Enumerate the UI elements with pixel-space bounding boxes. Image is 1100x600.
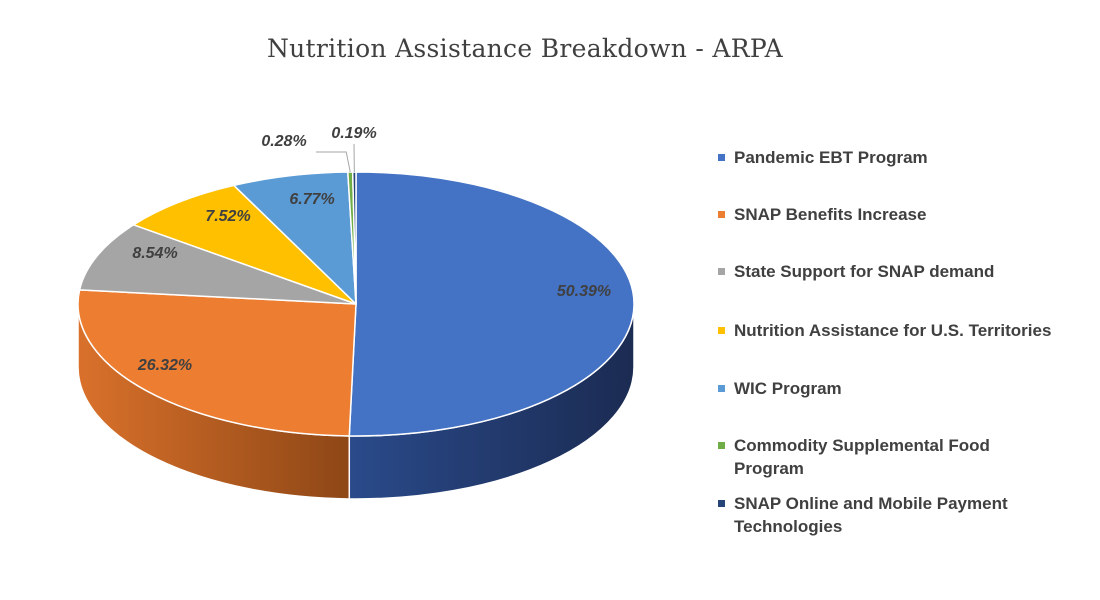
- legend-item-territories: Nutrition Assistance for U.S. Territorie…: [718, 319, 1058, 342]
- legend-swatch: [718, 385, 725, 392]
- data-label-snap-benefits-increase: 26.32%: [137, 357, 192, 374]
- chart-title: Nutrition Assistance Breakdown - ARPA: [266, 34, 784, 63]
- legend-item-state-support: State Support for SNAP demand: [718, 260, 1058, 283]
- legend-item-pandemic-ebt: Pandemic EBT Program: [718, 146, 1058, 169]
- data-label-commodity-supplemental-food-program: 0.28%: [261, 133, 306, 150]
- pie-slice-snap-benefits-increase: [77, 289, 357, 437]
- leader-line-commodity-supplemental-food-program: [316, 151, 351, 173]
- legend-item-commodity: Commodity Supplemental Food Program: [718, 434, 1058, 480]
- legend-label: Pandemic EBT Program: [734, 148, 928, 167]
- data-label-snap-online-and-mobile-payment-technologies: 0.19%: [331, 125, 376, 142]
- legend-label: Nutrition Assistance for U.S. Territorie…: [734, 321, 1052, 340]
- pie-slice-nutrition-assistance-for-u-s-territories: [132, 184, 357, 305]
- data-label-state-support-for-snap-demand: 8.54%: [132, 245, 177, 262]
- legend-swatch: [718, 327, 725, 334]
- data-label-nutrition-assistance-for-u-s-territories: 7.52%: [205, 208, 250, 225]
- legend-item-snap-benefits: SNAP Benefits Increase: [718, 203, 1058, 226]
- pie-slice-state-support-for-snap-demand: [78, 224, 357, 305]
- legend-swatch: [718, 211, 725, 218]
- legend-swatch: [718, 154, 725, 161]
- legend-label: State Support for SNAP demand: [734, 262, 995, 281]
- legend-item-wic: WIC Program: [718, 377, 1058, 400]
- legend-label: SNAP Benefits Increase: [734, 205, 927, 224]
- legend-label: Commodity Supplemental Food Program: [734, 436, 990, 478]
- pie-slice-wic-program: [233, 171, 357, 305]
- legend-swatch: [718, 442, 725, 449]
- legend-label: SNAP Online and Mobile Payment Technolog…: [734, 494, 1008, 536]
- data-label-wic-program: 6.77%: [289, 191, 334, 208]
- legend-label: WIC Program: [734, 379, 842, 398]
- legend-swatch: [718, 268, 725, 275]
- legend-item-snap-online: SNAP Online and Mobile Payment Technolog…: [718, 492, 1058, 538]
- data-label-pandemic-ebt-program: 50.39%: [557, 283, 611, 300]
- legend-swatch: [718, 500, 725, 507]
- pie-slice-pandemic-ebt-program: [348, 171, 635, 437]
